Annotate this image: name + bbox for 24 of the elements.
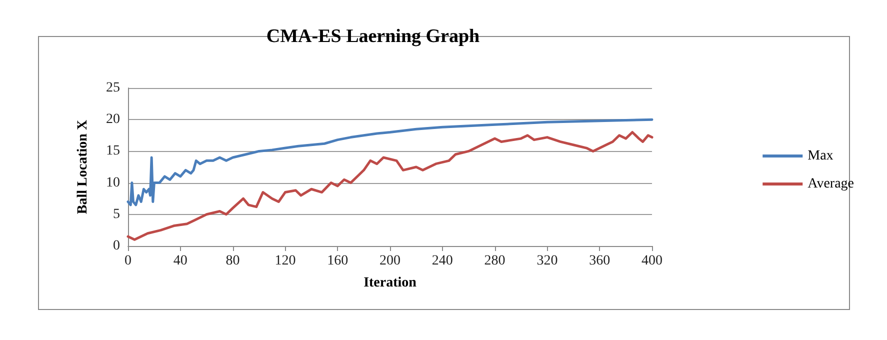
y-tick-label: 5 [113, 206, 120, 222]
y-tick-label: 0 [113, 238, 120, 254]
x-tick-label: 120 [274, 254, 296, 268]
y-tick-label: 25 [106, 80, 120, 96]
y-tick-label: 10 [106, 175, 120, 190]
x-tick-label: 280 [484, 254, 506, 268]
x-tick-label: 80 [226, 254, 240, 268]
x-tick-label: 400 [642, 254, 662, 268]
y-tick-label: 15 [106, 144, 120, 159]
x-tick-label: 240 [432, 254, 453, 268]
x-tick-label: 160 [327, 254, 348, 268]
x-tick-label: 360 [589, 254, 610, 268]
x-tick-label: 320 [536, 254, 558, 268]
legend-label: Max [808, 148, 834, 164]
y-axis-title: Ball Location X [76, 120, 90, 214]
x-tick-label: 0 [124, 254, 132, 268]
legend-label: Average [808, 176, 854, 192]
y-tick-label: 20 [106, 112, 120, 128]
chart-title: CMA-ES Laerning Graph [266, 26, 480, 47]
line-series [126, 130, 654, 241]
x-tick-label: 40 [173, 254, 188, 268]
x-axis-title: Iteration [364, 276, 417, 290]
x-tick-label: 200 [380, 254, 400, 268]
line-series [126, 118, 654, 206]
